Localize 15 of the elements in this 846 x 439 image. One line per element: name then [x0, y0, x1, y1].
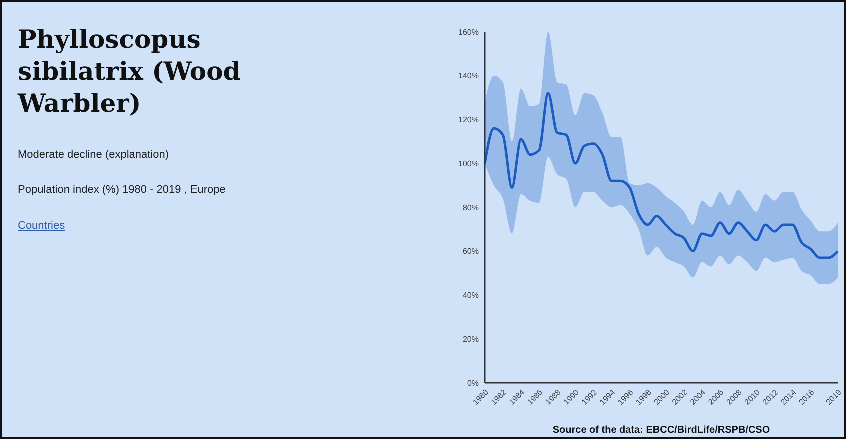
- text: Moderate decline (explanation): [18, 149, 170, 161]
- y-tick-label: 80%: [462, 203, 479, 212]
- y-tick-label: 20%: [462, 334, 479, 344]
- line-series: [484, 92, 840, 260]
- y-tick-label: 40%: [462, 291, 479, 300]
- y-tick-label: 160%: [458, 28, 479, 37]
- text: Phylloscopus sibilatrix (Wood Warbler): [17, 25, 241, 118]
- text: Population index (%) 1980 - 2019 , Europe: [18, 184, 226, 196]
- y-tick-label: 0%: [467, 378, 479, 388]
- y-tick-label: 140%: [458, 72, 479, 81]
- text: Countries: [18, 220, 66, 232]
- y-tick-label: 120%: [458, 116, 479, 125]
- y-tick-label: 60%: [462, 247, 479, 256]
- source-note: Source of the data: EBCC/BirdLife/RSPB/CSO: [552, 425, 770, 436]
- y-tick-label: 100%: [458, 159, 479, 168]
